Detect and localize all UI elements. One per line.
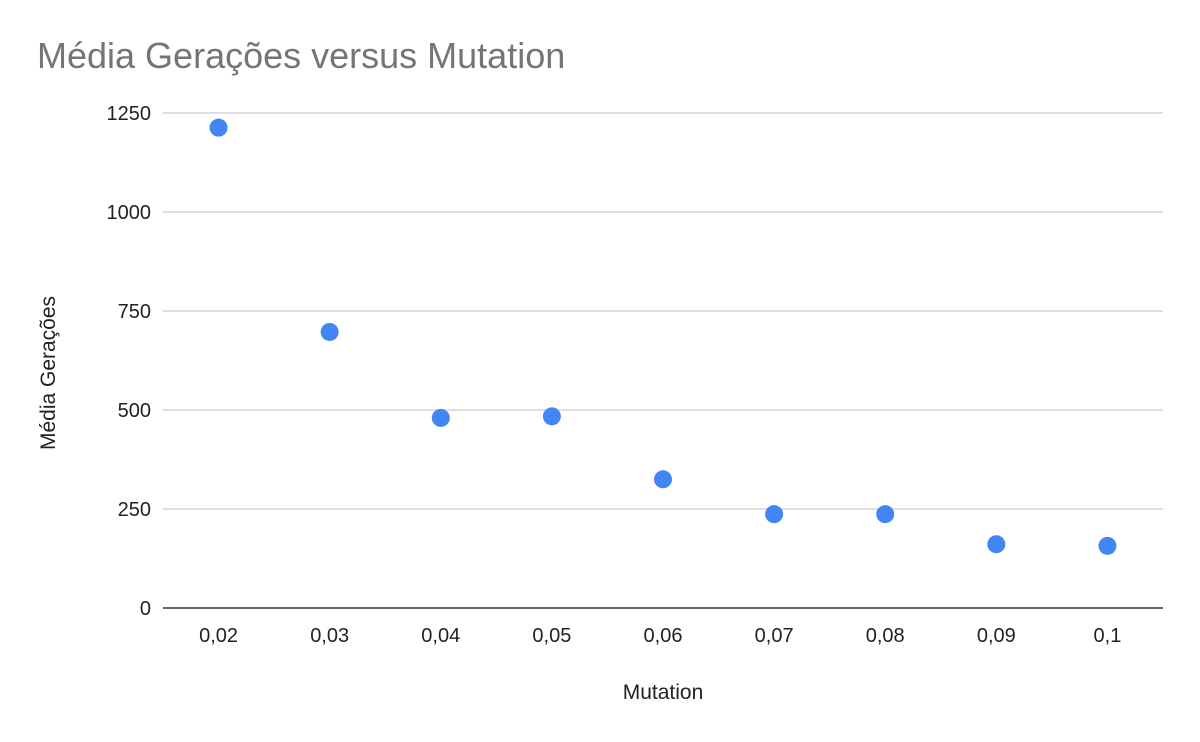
x-axis-ticks: 0,02 0,03 0,04 0,05 0,06 0,07 0,08 0,09 0,1 bbox=[199, 625, 1121, 647]
y-axis-ticks: 0 250 500 750 1000 1250 bbox=[107, 103, 152, 620]
x-tick-label: 0,03 bbox=[310, 625, 349, 647]
x-tick-label: 0,07 bbox=[755, 625, 794, 647]
data-point bbox=[1098, 536, 1117, 555]
x-tick-label: 0,1 bbox=[1094, 625, 1122, 647]
x-tick-label: 0,04 bbox=[421, 625, 460, 647]
x-tick-label: 0,06 bbox=[644, 625, 683, 647]
y-tick-label: 500 bbox=[118, 400, 151, 422]
data-point bbox=[654, 470, 672, 489]
x-tick-label: 0,08 bbox=[866, 625, 905, 647]
y-tick-label: 250 bbox=[118, 499, 151, 521]
data-point bbox=[987, 535, 1006, 554]
chart-title: Média Gerações versus Mutation bbox=[37, 35, 565, 76]
data-point bbox=[209, 118, 228, 137]
y-tick-label: 1250 bbox=[107, 103, 152, 125]
x-tick-label: 0,02 bbox=[199, 625, 238, 647]
data-point bbox=[765, 505, 784, 524]
data-point bbox=[320, 322, 339, 341]
data-point bbox=[542, 407, 561, 426]
y-tick-label: 0 bbox=[140, 598, 151, 620]
x-axis-title: Mutation bbox=[623, 681, 704, 704]
x-tick-label: 0,05 bbox=[532, 625, 571, 647]
y-axis-title: Média Gerações bbox=[37, 296, 60, 450]
x-tick-label: 0,09 bbox=[977, 625, 1016, 647]
data-point bbox=[431, 408, 450, 427]
y-tick-label: 1000 bbox=[107, 202, 152, 224]
data-points bbox=[209, 118, 1117, 555]
gridlines bbox=[163, 112, 1163, 609]
y-tick-label: 750 bbox=[118, 301, 151, 323]
data-point bbox=[876, 505, 895, 524]
